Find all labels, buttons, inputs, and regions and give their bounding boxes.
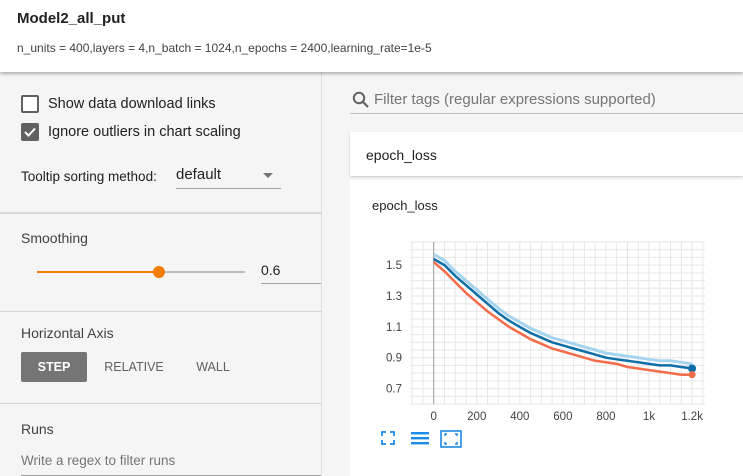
axis-step-button[interactable]: STEP bbox=[21, 352, 87, 382]
show-download-links-label: Show data download links bbox=[48, 96, 216, 112]
tag-filter-input[interactable]: Filter tags (regular expressions support… bbox=[350, 86, 743, 114]
axis-wall-button[interactable]: WALL bbox=[196, 360, 230, 374]
y-tick-label: 1.3 bbox=[386, 291, 402, 303]
x-tick-label: 0 bbox=[430, 411, 436, 423]
smoothed-series-line bbox=[432, 261, 693, 376]
fit-domain-icon[interactable] bbox=[440, 430, 462, 453]
tag-group-label: epoch_loss bbox=[366, 147, 437, 163]
smoothing-section bbox=[0, 213, 322, 312]
smoothing-slider[interactable] bbox=[37, 271, 245, 273]
expand-icon[interactable] bbox=[380, 430, 396, 451]
sidebar: Show data download links Ignore outliers… bbox=[0, 72, 322, 476]
tooltip-sorting-label: Tooltip sorting method: bbox=[21, 169, 157, 184]
axis-relative-button[interactable]: RELATIVE bbox=[104, 360, 164, 374]
horizontal-axis-section bbox=[0, 312, 322, 404]
horizontal-axis-title: Horizontal Axis bbox=[21, 325, 114, 341]
ignore-outliers-label: Ignore outliers in chart scaling bbox=[48, 124, 241, 140]
x-tick-label: 1.2k bbox=[681, 411, 703, 423]
x-tick-label: 600 bbox=[553, 411, 572, 423]
chart-card: epoch_loss bbox=[350, 180, 743, 476]
loss-chart[interactable]: 0 200 400 600 800 1k 1.2k 0.7 0.9 1.1 1.3 1.5 bbox=[350, 180, 743, 430]
tag-group-header[interactable]: epoch_loss bbox=[350, 132, 743, 176]
y-tick-label: 0.7 bbox=[386, 384, 402, 396]
smoothing-slider-fill bbox=[37, 271, 160, 273]
x-tick-label: 200 bbox=[467, 411, 486, 423]
lines-icon[interactable] bbox=[410, 430, 430, 451]
page-title: Model2_all_put bbox=[17, 10, 126, 27]
search-icon bbox=[352, 91, 369, 108]
checkbox-checked-icon[interactable] bbox=[21, 123, 39, 141]
ignore-outliers-checkbox[interactable]: Ignore outliers in chart scaling bbox=[21, 122, 241, 142]
page-subtitle: n_units = 400,layers = 4,n_batch = 1024,… bbox=[17, 41, 432, 55]
raw-series-line bbox=[433, 257, 693, 370]
runs-filter-input[interactable]: Write a regex to filter runs bbox=[21, 453, 321, 476]
y-tick-label: 1.1 bbox=[386, 322, 402, 334]
smoothing-input[interactable]: 0.6 bbox=[261, 260, 321, 284]
tooltip-sorting-value: default bbox=[176, 166, 222, 183]
runs-title: Runs bbox=[21, 421, 54, 437]
smoothing-slider-thumb[interactable] bbox=[153, 266, 166, 278]
x-tick-label: 800 bbox=[596, 411, 615, 423]
run-header: Model2_all_put n_units = 400,layers = 4,… bbox=[0, 0, 743, 72]
y-tick-label: 1.5 bbox=[386, 260, 402, 272]
x-tick-label: 400 bbox=[510, 411, 529, 423]
raw-series-faint-line bbox=[432, 252, 693, 366]
y-tick-label: 0.9 bbox=[386, 353, 402, 365]
x-tick-label: 1k bbox=[643, 411, 655, 423]
smoothing-title: Smoothing bbox=[21, 230, 88, 246]
raw-series-end-point bbox=[688, 364, 697, 373]
chevron-down-icon bbox=[263, 173, 273, 178]
tag-filter-placeholder: Filter tags (regular expressions support… bbox=[374, 91, 656, 108]
tooltip-sorting-select[interactable]: default bbox=[176, 163, 281, 189]
show-download-links-checkbox[interactable]: Show data download links bbox=[21, 94, 216, 114]
options-section: Show data download links Ignore outliers… bbox=[0, 72, 322, 213]
checkbox-unchecked-icon[interactable] bbox=[21, 95, 39, 113]
chart-title: epoch_loss bbox=[372, 198, 438, 213]
smoothed-series-end-point bbox=[688, 371, 696, 379]
